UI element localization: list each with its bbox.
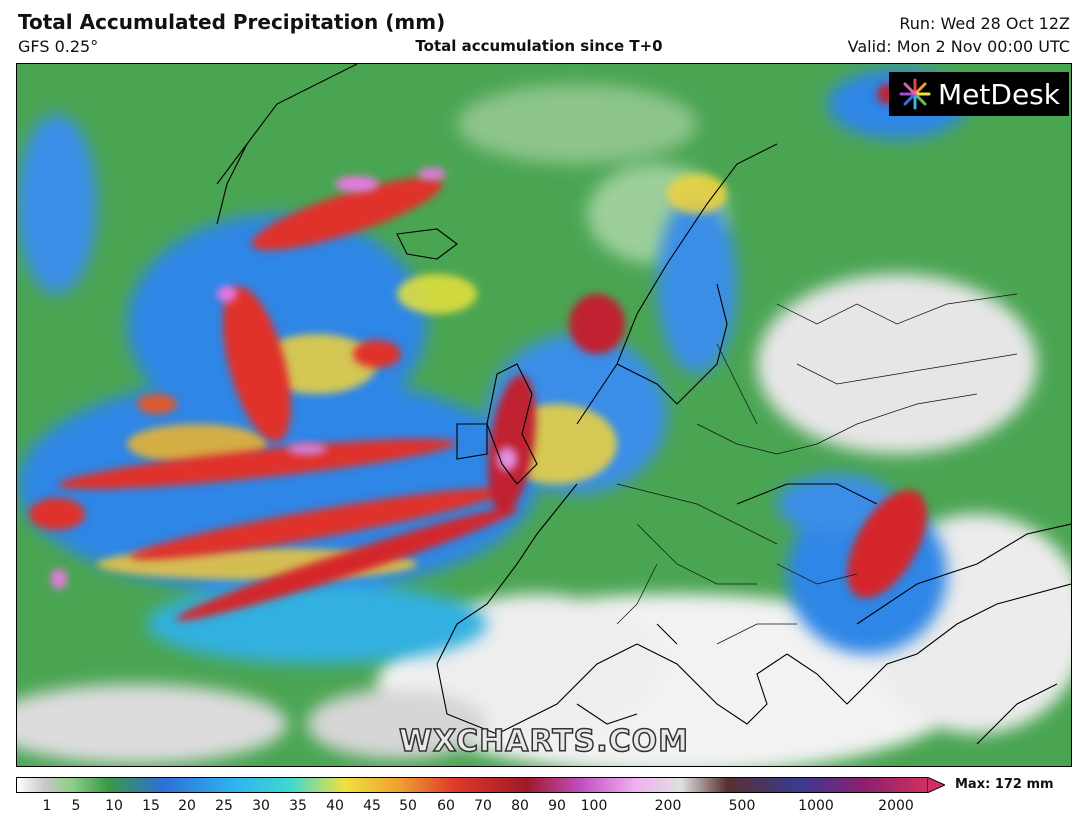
tick-label: 100 — [580, 798, 608, 814]
extreme-rain — [51, 84, 897, 589]
tick-label: 80 — [511, 798, 529, 814]
model-label: GFS 0.25° — [18, 37, 99, 56]
heavy-rain — [29, 177, 927, 621]
logo-text: MetDesk — [938, 77, 1060, 111]
tick-label: 2000 — [878, 798, 914, 814]
valid-time: Valid: Mon 2 Nov 00:00 UTC — [847, 37, 1070, 56]
color-scale-gradient — [17, 778, 927, 792]
tick-label: 15 — [142, 798, 160, 814]
metdesk-logo: MetDesk — [889, 72, 1069, 116]
tick-label: 70 — [474, 798, 492, 814]
tick-label: 90 — [548, 798, 566, 814]
metdesk-star-icon — [899, 78, 931, 110]
tick-label: 40 — [326, 798, 344, 814]
tick-label: 30 — [252, 798, 270, 814]
color-scale-arrow — [927, 777, 945, 793]
tick-label: 1000 — [798, 798, 834, 814]
tick-label: 60 — [437, 798, 455, 814]
run-time: Run: Wed 28 Oct 12Z — [899, 14, 1070, 33]
tick-label: 5 — [71, 798, 81, 814]
map-canvas — [17, 64, 1071, 766]
tick-label: 50 — [399, 798, 417, 814]
tick-label: 25 — [215, 798, 233, 814]
borders — [616, 293, 1018, 645]
tick-label: 35 — [289, 798, 307, 814]
tick-label: 500 — [728, 798, 756, 814]
color-scale-ticks: 1 5 10 15 20 25 30 35 40 45 50 60 70 80 … — [16, 798, 926, 818]
tick-label: 45 — [363, 798, 381, 814]
watermark: WXCHARTS.COM — [398, 723, 690, 760]
tick-label: 1 — [42, 798, 52, 814]
tick-label: 200 — [654, 798, 682, 814]
color-scale — [16, 777, 928, 793]
coastlines — [216, 64, 1071, 745]
tick-label: 20 — [178, 798, 196, 814]
max-value-label: Max: 172 mm — [955, 777, 1054, 792]
tick-label: 10 — [105, 798, 123, 814]
precipitation-map[interactable]: MetDesk WXCHARTS.COM — [16, 63, 1072, 767]
chart-subtitle: Total accumulation since T+0 — [415, 37, 663, 55]
chart-title: Total Accumulated Precipitation (mm) — [18, 10, 446, 34]
